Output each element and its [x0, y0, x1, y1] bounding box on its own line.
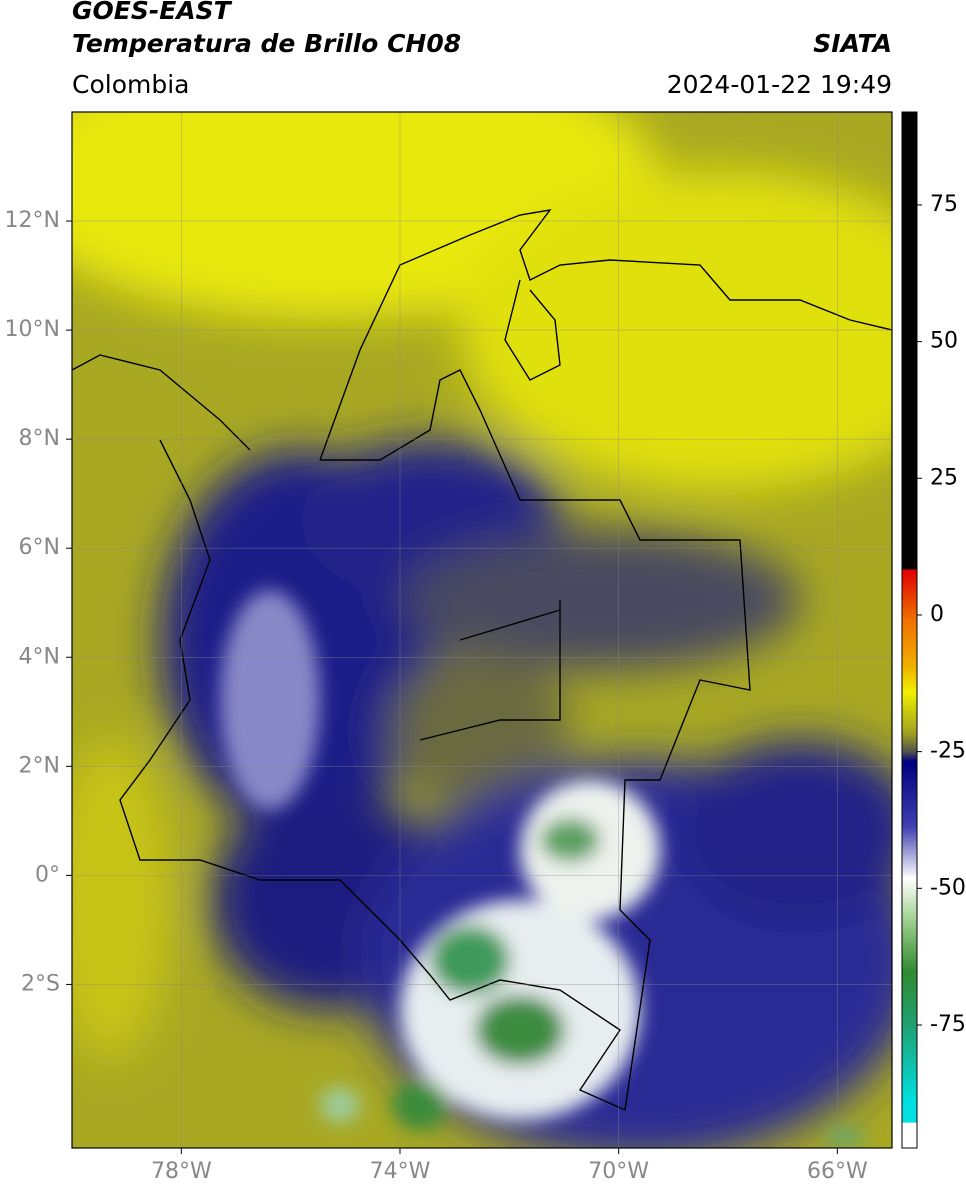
x-tick-label: 74°W: [370, 1159, 431, 1184]
colorbar-tick-label: 25: [930, 465, 958, 490]
y-tick-label: 2°S: [21, 971, 60, 996]
colorbar: [901, 111, 918, 1149]
region: Colombia: [72, 70, 189, 99]
subtitle: Temperatura de Brillo CH08: [72, 29, 461, 58]
x-tick-label: 66°W: [807, 1159, 868, 1184]
colorbar-tick-label: 0: [930, 602, 944, 627]
x-tick-label: 78°W: [151, 1159, 212, 1184]
title: GOES-EAST: [72, 0, 233, 25]
satellite-image: [72, 112, 892, 1148]
y-tick-label: 2°N: [19, 753, 60, 778]
colorbar-tick-label: -75: [930, 1012, 966, 1037]
colorbar-tick-label: -25: [930, 739, 966, 764]
datetime: 2024-01-22 19:49: [667, 70, 892, 99]
y-tick-label: 0°: [35, 862, 60, 887]
map-frame: [71, 111, 893, 1149]
colorbar-tick-label: 75: [930, 192, 958, 217]
x-tick-label: 70°W: [588, 1159, 649, 1184]
y-tick-label: 6°N: [19, 535, 60, 560]
colorbar-tick-label: 50: [930, 329, 958, 354]
colorbar-tick-label: -50: [930, 875, 966, 900]
borders: [72, 209, 892, 1112]
y-tick-label: 4°N: [19, 644, 60, 669]
y-tick-label: 12°N: [5, 208, 60, 233]
source: SIATA: [813, 29, 892, 58]
y-tick-label: 8°N: [19, 426, 60, 451]
y-tick-label: 10°N: [5, 317, 60, 342]
